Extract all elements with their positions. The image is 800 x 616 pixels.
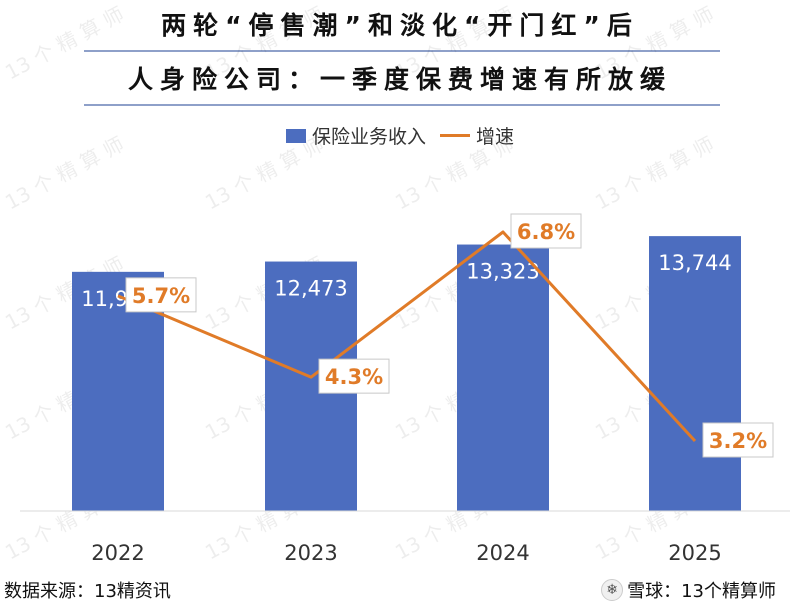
bar-label-2025: 13,744 [658,251,731,275]
growth-callout-box-2022 [125,277,197,313]
x-tick-2022: 2022 [91,541,144,565]
chart-title-line2: 人身险公司：一季度保费增速有所放缓 [127,65,672,94]
snowball-logo-icon: ❄ [601,579,624,601]
watermark-text: 13 个 精 算 师 [591,2,718,85]
watermark-text: 13 个 精 算 师 [391,132,518,215]
bar-2024 [457,244,549,512]
growth-line [117,230,697,443]
legend-swatch-bar [285,128,306,143]
title-divider-bottom [84,104,720,106]
watermark-text: 13 个 精 算 师 [201,2,328,85]
watermark-text: 13 个 精 算 师 [1,132,128,215]
legend-item-revenue: 保险业务收入 [285,122,426,149]
bar-label-2023: 12,473 [274,277,347,301]
watermark-text: 13 个 精 算 师 [591,132,718,215]
x-tick-2024: 2024 [476,541,529,565]
growth-label-2024: 6.8% [517,220,575,244]
legend-label-revenue: 保险业务收入 [311,126,426,148]
watermark-text: 13 个 精 算 师 [391,2,518,85]
brand-credit: ❄ 雪球：13个精算师 [601,577,776,603]
growth-callout-box-2023 [318,358,390,394]
bar-2025 [649,236,741,511]
watermark-text: 13 个 精 算 师 [1,2,128,85]
growth-label-2022: 5.7% [132,284,190,308]
growth-label-2025: 3.2% [709,429,767,453]
x-tick-2025: 2025 [668,541,721,565]
legend: 保险业务收入 增速 [0,122,800,149]
legend-label-growth: 增速 [476,126,515,148]
legend-item-growth: 增速 [440,122,514,149]
x-tick-2023: 2023 [284,541,337,565]
legend-swatch-line [440,134,470,137]
chart-title-line1: 两轮“停售潮”和淡化“开门红”后 [161,11,639,40]
growth-callout-box-2025 [702,422,774,458]
growth-label-2023: 4.3% [325,365,383,389]
data-source: 数据来源：13精资讯 [4,581,171,602]
bar-label-2024: 13,323 [466,260,539,284]
watermark-text: 13 个 精 算 师 [201,132,328,215]
title-divider-top [84,50,720,52]
growth-callout-box-2024 [510,213,582,249]
brand-text: 雪球：13个精算师 [627,581,776,602]
